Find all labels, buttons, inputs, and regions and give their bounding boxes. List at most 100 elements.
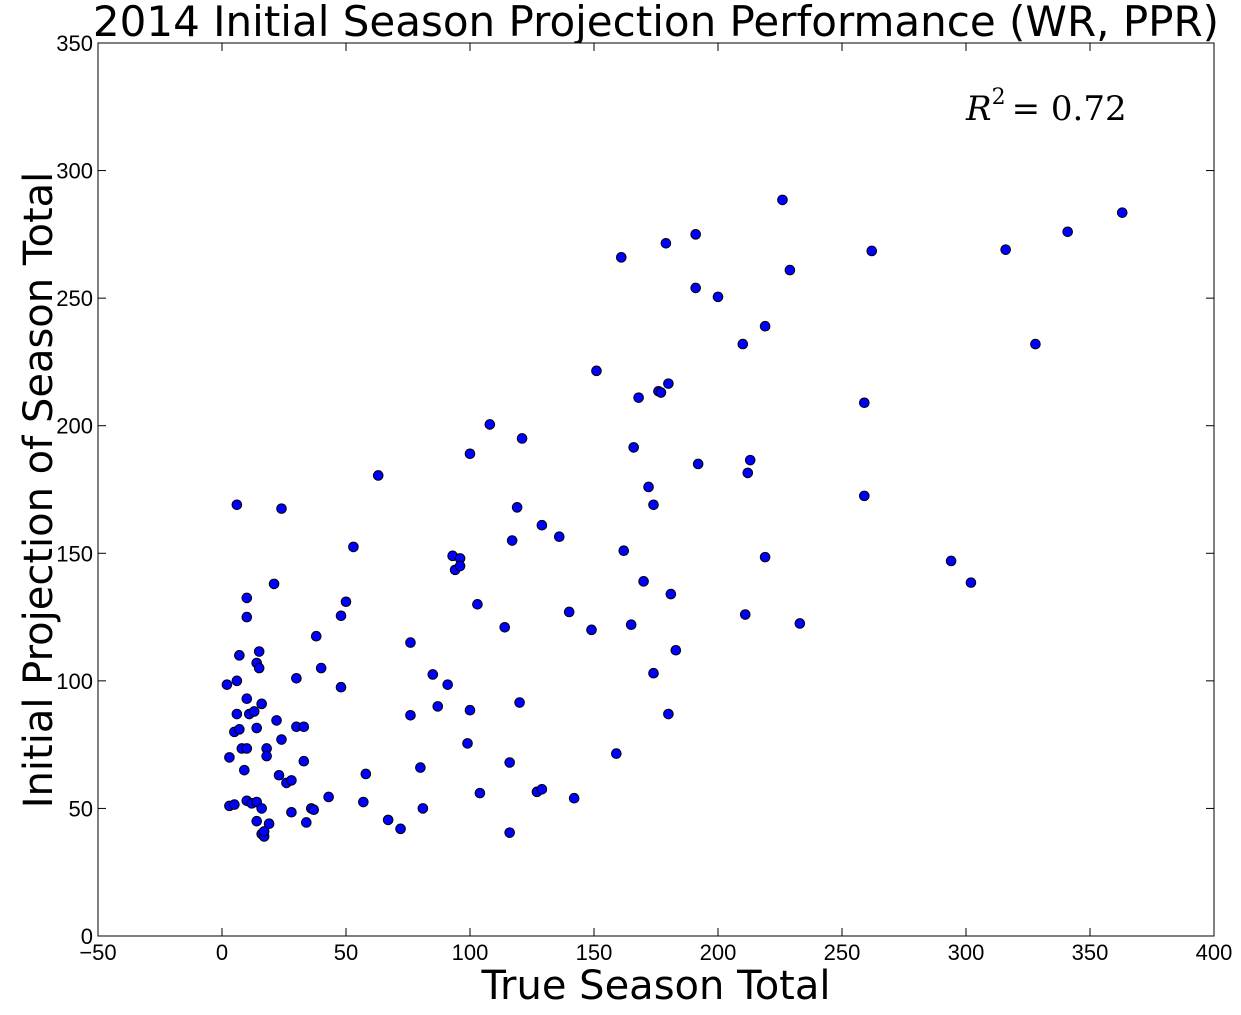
plot-frame xyxy=(97,42,1215,937)
data-point xyxy=(553,531,565,543)
data-point xyxy=(784,264,796,276)
data-point xyxy=(276,503,287,514)
data-point xyxy=(234,724,245,735)
data-point xyxy=(663,708,674,720)
data-point xyxy=(692,458,704,470)
data-point xyxy=(340,596,352,608)
data-point xyxy=(1116,207,1128,218)
data-point xyxy=(271,715,282,726)
data-point xyxy=(253,646,265,657)
data-point xyxy=(648,667,659,679)
data-point xyxy=(231,675,243,687)
x-tick-label: 350 xyxy=(1072,940,1109,965)
data-point xyxy=(945,555,957,567)
y-tick-label: 300 xyxy=(56,159,93,184)
data-point xyxy=(372,470,384,481)
y-tick-label: 150 xyxy=(56,541,93,566)
data-point xyxy=(241,743,253,754)
data-point xyxy=(251,815,263,827)
data-point xyxy=(536,783,548,795)
data-point xyxy=(777,194,788,206)
data-point xyxy=(859,397,870,409)
data-point xyxy=(1062,226,1073,238)
data-point xyxy=(417,803,429,814)
data-point xyxy=(298,721,310,733)
data-point xyxy=(241,611,253,623)
data-point xyxy=(474,787,486,799)
data-point xyxy=(670,644,682,656)
data-point xyxy=(454,560,466,572)
data-point xyxy=(348,541,359,553)
data-point xyxy=(660,237,672,249)
data-point xyxy=(690,282,701,294)
r-squared-exponent: 2 xyxy=(992,85,1006,110)
data-point xyxy=(464,448,476,460)
data-point xyxy=(648,499,659,511)
x-axis: −50 0 50 100 150 200 250 300 350 400 xyxy=(79,43,1232,965)
x-tick-label: 250 xyxy=(824,940,861,965)
data-point xyxy=(611,748,622,759)
data-point xyxy=(628,442,639,453)
data-point xyxy=(261,750,272,762)
data-point xyxy=(759,551,771,563)
data-point xyxy=(323,791,334,803)
y-tick-label: 100 xyxy=(56,669,93,694)
data-point xyxy=(251,722,263,734)
data-point xyxy=(690,229,701,240)
data-point xyxy=(591,365,602,377)
data-point xyxy=(253,662,265,674)
data-point xyxy=(405,637,416,648)
x-tick-label: 50 xyxy=(334,940,358,965)
data-point xyxy=(504,827,515,838)
data-point xyxy=(427,669,439,680)
data-point xyxy=(866,245,878,257)
data-point xyxy=(737,338,749,350)
data-point xyxy=(442,679,453,690)
data-point xyxy=(643,481,654,493)
data-point xyxy=(464,704,476,716)
data-point xyxy=(382,814,394,826)
data-point xyxy=(224,752,235,763)
chart-title: 2014 Initial Season Projection Performan… xyxy=(93,0,1219,46)
data-point xyxy=(744,454,756,466)
r-squared-base: R xyxy=(965,89,992,129)
data-point xyxy=(484,419,496,430)
data-point xyxy=(276,734,287,745)
data-point xyxy=(221,679,233,690)
data-point xyxy=(298,755,310,767)
data-point xyxy=(759,320,771,332)
data-point xyxy=(291,673,302,684)
data-point xyxy=(504,757,515,768)
data-point xyxy=(405,710,416,721)
data-point xyxy=(615,252,627,263)
data-point xyxy=(256,803,267,814)
data-point xyxy=(655,387,667,398)
data-point xyxy=(310,630,322,642)
data-point xyxy=(638,576,649,587)
data-point xyxy=(358,796,369,808)
data-point xyxy=(248,706,260,717)
r-squared-annotation: R2 = 0.72 xyxy=(965,85,1127,129)
data-point xyxy=(859,490,870,502)
x-tick-label: 150 xyxy=(576,940,613,965)
data-point xyxy=(301,817,312,828)
y-axis: 0 50 100 150 200 250 300 350 xyxy=(56,31,1214,949)
data-point xyxy=(618,545,630,557)
y-tick-label: 250 xyxy=(56,286,93,311)
data-point xyxy=(462,738,473,749)
data-point xyxy=(514,697,525,708)
data-point xyxy=(315,662,327,674)
x-axis-label: True Season Total xyxy=(481,963,831,1009)
data-point xyxy=(1030,338,1041,350)
y-tick-label: 0 xyxy=(81,924,93,949)
x-tick-label: 200 xyxy=(700,940,737,965)
data-point xyxy=(563,606,575,618)
x-tick-label: 100 xyxy=(452,940,489,965)
data-point xyxy=(273,769,285,781)
data-point xyxy=(415,762,426,773)
data-point xyxy=(286,775,297,786)
data-point xyxy=(568,792,580,804)
data-point xyxy=(712,291,724,303)
data-point xyxy=(395,823,406,835)
